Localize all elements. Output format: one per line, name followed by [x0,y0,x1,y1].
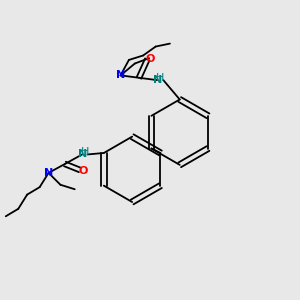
Text: H: H [81,147,89,157]
Text: H: H [156,73,165,83]
Text: N: N [116,70,125,80]
Text: N: N [77,149,87,160]
Text: O: O [145,54,154,64]
Text: N: N [44,168,53,178]
Text: N: N [153,75,162,85]
Text: O: O [79,166,88,176]
